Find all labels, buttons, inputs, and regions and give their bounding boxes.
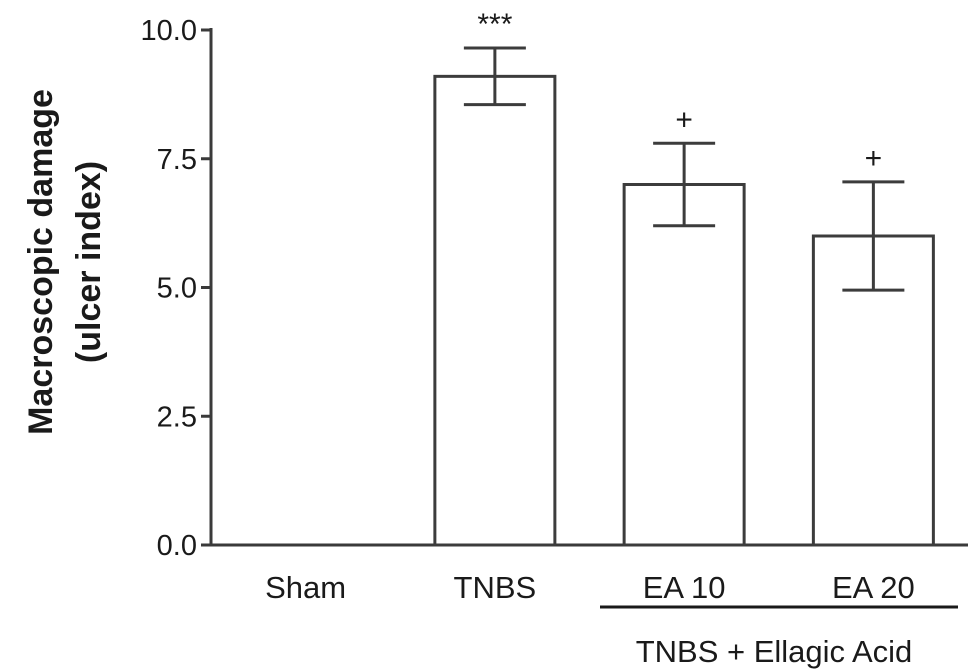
x-category-label: EA 10 <box>643 570 726 605</box>
y-axis-ticks: 0.0 2.5 5.0 7.5 10.0 <box>141 15 211 562</box>
y-tick-label: 0.0 <box>157 530 197 562</box>
y-tick-label: 2.5 <box>157 401 197 433</box>
x-axis-labels: Sham TNBS EA 10 EA 20 <box>265 570 915 605</box>
y-tick-label: 10.0 <box>141 15 197 47</box>
group-bracket: TNBS + Ellagic Acid <box>600 605 958 669</box>
y-tick-label: 7.5 <box>157 144 197 176</box>
x-category-label: Sham <box>265 570 346 605</box>
y-axis-title-line1: Macroscopic damage <box>22 89 60 435</box>
bars: *** + + <box>433 8 935 547</box>
y-axis-title-line2: (ulcer index) <box>70 161 108 363</box>
bar <box>433 74 557 547</box>
group-label: TNBS + Ellagic Acid <box>636 634 913 669</box>
bar <box>811 234 935 547</box>
significance-label: *** <box>477 8 512 41</box>
y-axis-title: Macroscopic damage (ulcer index) <box>22 89 108 435</box>
x-category-label: TNBS <box>454 570 537 605</box>
bar <box>622 183 746 547</box>
y-tick-label: 5.0 <box>157 273 197 305</box>
significance-label: + <box>675 103 693 136</box>
x-category-label: EA 20 <box>832 570 915 605</box>
significance-label: + <box>865 142 883 175</box>
